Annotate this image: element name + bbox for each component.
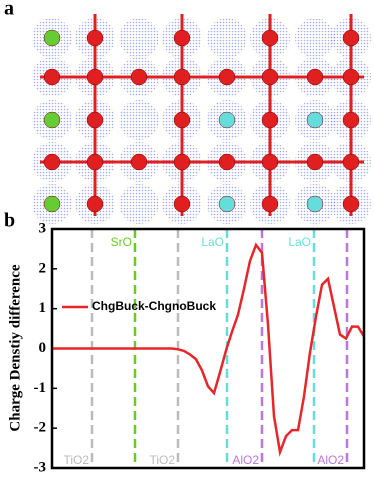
panel-label: a [4,0,14,20]
plot-frame [50,227,366,470]
atom [306,195,324,213]
atom [43,153,61,171]
layer-label: AlO2 [232,453,259,467]
atom [130,68,148,86]
legend-label: ChgBuck-ChgnoBuck [92,299,216,313]
atom [342,153,360,171]
atom [218,153,236,171]
y-tick-label: 3 [39,220,47,236]
y-tick-label: -2 [34,420,47,436]
y-tick-label: 1 [39,300,47,316]
charge-cloud [119,18,159,58]
layer-label: LaO [201,235,224,249]
charge-cloud [119,100,159,140]
atom [43,111,61,129]
panel-label: b [4,210,15,232]
atom [86,111,104,129]
atom [43,68,61,86]
atom [261,29,279,47]
data-line [52,242,366,457]
layer-label: TiO2 [63,453,89,467]
atom [306,153,324,171]
y-axis-title: Charge Denstiy difference [7,264,23,432]
atom [130,153,148,171]
charge-cloud [295,18,335,58]
atom [173,68,191,86]
atom [261,153,279,171]
y-tick-label: 0 [39,340,47,356]
y-tick-label: 2 [39,260,47,276]
atom [218,68,236,86]
atom [306,111,324,129]
atom [306,68,324,86]
atom [342,29,360,47]
atomic-structure [32,14,371,224]
y-tick-label: -3 [34,459,47,475]
atom [173,153,191,171]
atom [342,68,360,86]
atom [86,68,104,86]
atom [261,111,279,129]
atom [43,195,61,213]
layer-label: LaO [288,235,311,249]
atom [218,195,236,213]
layer-label: SrO [111,235,132,249]
y-tick-label: -1 [34,380,47,396]
atom [86,29,104,47]
atom [173,111,191,129]
layer-label: AlO2 [317,453,344,467]
layer-label: TiO2 [149,453,175,467]
atom [86,195,104,213]
atom [43,29,61,47]
atom [86,153,104,171]
charge-cloud [207,18,247,58]
atom [261,68,279,86]
atom [342,195,360,213]
atom [218,111,236,129]
atom [173,29,191,47]
atom [342,111,360,129]
atom [173,195,191,213]
atom [261,195,279,213]
charge-cloud [119,184,159,224]
